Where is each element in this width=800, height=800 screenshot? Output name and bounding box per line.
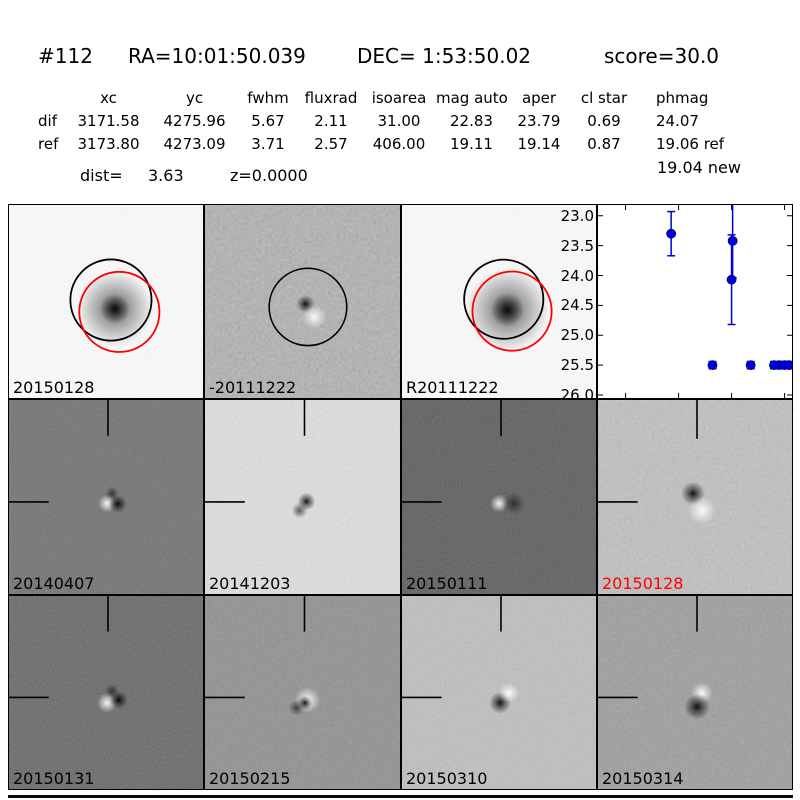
epoch-label: 20150131 [13,769,95,788]
epoch-stamp-canvas [598,400,792,594]
col-xc: xc [100,89,117,107]
epoch-stamp: 20150314 [597,595,793,790]
redshift-value: z=0.0000 [230,166,308,185]
stamp-ref-negative-canvas [205,205,400,398]
lc-data-point [745,360,756,371]
photometry-header-row: xc yc fwhm fluxrad isoarea mag auto aper… [38,90,755,107]
row-name: ref [38,135,59,153]
candidate-ra: RA=10:01:50.039 [128,44,306,68]
lc-data-point [666,228,677,239]
epoch-stamp-canvas [9,596,203,789]
epoch-stamp-canvas [598,596,792,789]
epoch-label: 20140407 [13,574,95,593]
phmag-new-value: 19.04 new [657,158,741,177]
stamp-ref-image: R20111222 [401,204,597,399]
aperture-circle-black [463,258,545,340]
dist-label: dist= [80,166,123,185]
candidate-score: score=30.0 [604,44,720,68]
epoch-stamp: 20150310 [401,595,597,790]
epoch-stamp: 20150128 [597,399,793,595]
epoch-stamp: 20150111 [401,399,597,595]
epoch-label: 20150314 [602,769,684,788]
aperture-circle-red [78,270,161,353]
row-name: dif [38,112,57,130]
stamp-new-image-canvas [9,205,203,398]
aperture-circle-red [471,270,553,352]
epoch-stamp-canvas [402,400,596,594]
light-curve-canvas [598,205,792,398]
aperture-circle-black [69,258,153,342]
col-yc: yc [185,89,204,107]
epoch-stamp: 20150131 [8,595,204,790]
lc-ytick-label: 23.5 [560,236,594,255]
dist-value: 3.63 [148,166,184,185]
lc-ytick-label: 25.5 [560,356,594,375]
col-phmag: phmag [656,89,709,107]
epoch-label: 20150310 [406,769,488,788]
aperture-circle-black [268,267,348,347]
col-cl-star: cl star [580,89,628,107]
epoch-label: 20150215 [209,769,291,788]
col-mag-auto: mag auto [436,89,508,107]
candidate-id: #112 [38,44,93,68]
epoch-stamp: 20141203 [204,399,401,595]
lc-ytick-label: 25.0 [560,326,594,345]
photometry-row-dif: dif 3171.58 4275.96 5.67 2.11 31.00 22.8… [38,112,699,130]
light-curve-plot: -100-5005023.023.524.024.525.025.526.0 [561,204,794,419]
col-aper: aper [521,89,557,107]
lc-data-point [727,235,738,246]
next-row-edge [8,795,793,798]
lc-data-point [707,360,718,371]
stamp-label: R20111222 [406,378,499,397]
epoch-stamp-canvas [205,400,400,594]
col-fluxrad: fluxrad [304,89,358,107]
stamp-label: 20150128 [13,378,95,397]
source-blob [490,494,508,513]
lc-data-point [726,274,737,285]
stamp-ref-image-canvas [402,205,596,398]
col-isoarea: isoarea [371,89,427,107]
epoch-stamp-canvas [402,596,596,789]
lc-ytick-label: 24.5 [560,296,594,315]
epoch-stamp-canvas [205,596,400,789]
lc-ytick-label: 23.0 [560,206,594,225]
epoch-stamp: 20140407 [8,399,204,595]
epoch-stamp-canvas [9,400,203,594]
stamp-ref-negative: -20111222 [204,204,401,399]
col-fwhm: fwhm [247,89,289,107]
epoch-label: 20150128 [602,574,684,593]
lc-ytick-label: 24.0 [560,266,594,285]
epoch-stamp: 20150215 [204,595,401,790]
epoch-label: 20150111 [406,574,488,593]
epoch-label: 20141203 [209,574,291,593]
lc-data-point [783,360,792,371]
stamp-new-image: 20150128 [8,204,204,399]
stamp-label: -20111222 [209,378,297,397]
candidate-dec: DEC= 1:53:50.02 [357,44,532,68]
photometry-row-ref: ref 3173.80 4273.09 3.71 2.57 406.00 19.… [38,135,725,153]
